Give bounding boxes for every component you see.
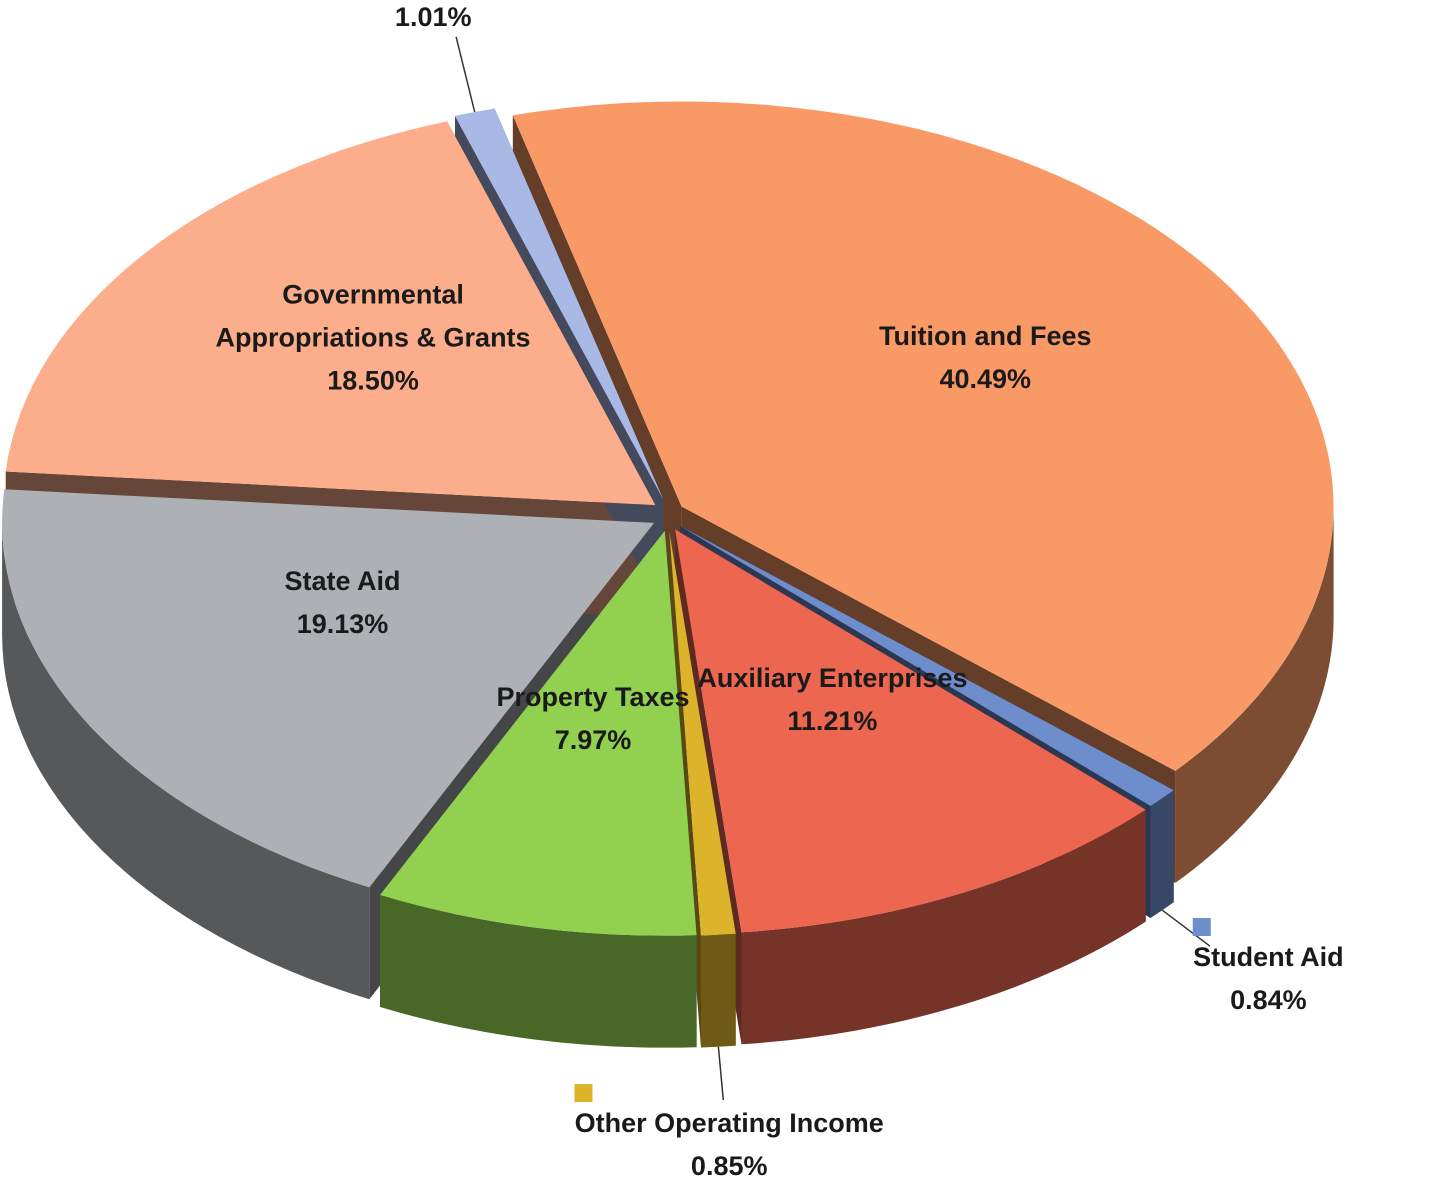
leader-line (455, 36, 476, 113)
label-name: Student Aid (1193, 942, 1344, 973)
data-label: Student Aid 0.84% (1193, 918, 1344, 1022)
data-label: Auxiliary Enterprises 11.21% (642, 657, 1022, 743)
label-name-row: Other Operating Income (574, 1083, 884, 1145)
slice (512, 101, 1334, 771)
label-value: 7.97% (554, 724, 632, 755)
legend-marker (574, 1083, 593, 1102)
label-name: Other Operating Income (574, 1107, 884, 1138)
slice (5, 121, 656, 506)
slice-side (380, 895, 697, 1048)
label-value: 11.21% (787, 705, 878, 736)
label-value: 18.50% (327, 365, 419, 396)
leader-line (1161, 909, 1211, 947)
label-name: Governmental Appropriations & Grants (215, 279, 531, 353)
label-name: State Aid (284, 566, 401, 597)
data-label: Non-Operating Revenue1.01% (279, 0, 588, 39)
slice-side (2, 522, 370, 1000)
slice (679, 525, 1174, 806)
leader-line (717, 1046, 725, 1101)
label-value: 40.49% (939, 364, 1032, 395)
label-name: Tuition and Fees (879, 321, 1092, 352)
label-value: 1.01% (394, 1, 472, 32)
label-name: Auxiliary Enterprises (697, 662, 968, 693)
data-label: Other Operating Income 0.85% (574, 1083, 884, 1188)
slice (455, 108, 664, 500)
slice-side (741, 809, 1146, 1045)
label-name-row: Student Aid (1193, 918, 1344, 979)
label-value: 0.85% (690, 1150, 768, 1181)
legend-marker (1193, 918, 1212, 937)
slice (380, 530, 697, 936)
slice-side (1150, 790, 1174, 918)
slice-side (701, 933, 736, 1048)
label-value: 0.84% (1230, 985, 1307, 1016)
slice (669, 531, 736, 936)
data-label: Governmental Appropriations & Grants 18.5… (183, 273, 563, 402)
slice (2, 489, 655, 888)
slice (675, 529, 1146, 933)
data-label: State Aid 19.13% (153, 560, 533, 646)
label-value: 19.13% (296, 609, 389, 640)
data-label: Property Taxes 7.97% (403, 676, 783, 762)
slice-side (1175, 506, 1334, 883)
label-name: Property Taxes (496, 681, 690, 712)
data-label: Tuition and Fees 40.49% (795, 315, 1175, 401)
